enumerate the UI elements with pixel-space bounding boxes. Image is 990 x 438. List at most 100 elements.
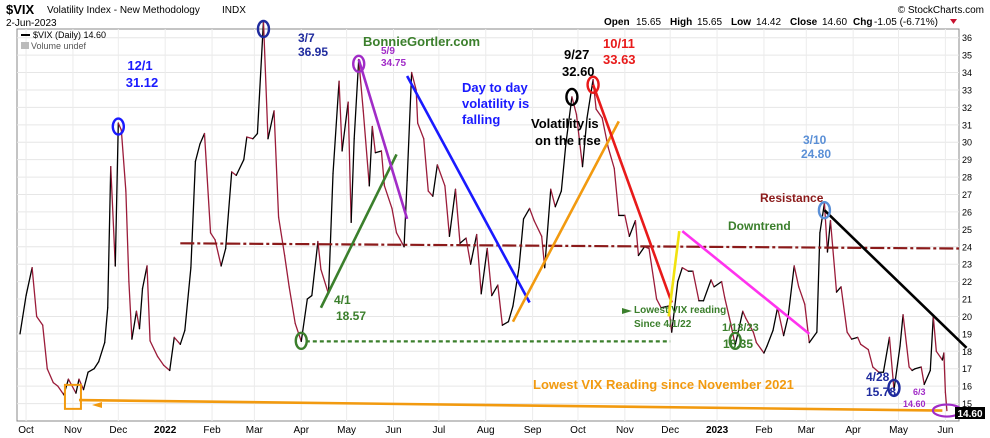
series-segment — [720, 280, 726, 298]
x-tick-label: Dec — [661, 425, 679, 436]
series-segment — [776, 307, 785, 337]
series-segment — [522, 207, 531, 220]
series-segment — [528, 207, 535, 222]
series-segment — [592, 78, 597, 110]
marker-nov-low — [63, 383, 82, 410]
series-segment — [317, 240, 322, 271]
series-segment — [203, 132, 212, 234]
label-1-13-value: 18.35 — [723, 337, 753, 351]
series-segment — [634, 219, 640, 257]
series-segment — [220, 247, 227, 267]
x-tick-label: Nov — [616, 425, 634, 436]
y-tick-label: 19 — [962, 329, 972, 339]
x-tick-label: Feb — [755, 425, 773, 436]
series-segment — [943, 352, 947, 393]
grid-lines — [17, 29, 959, 421]
series-segment — [114, 122, 119, 267]
series-segment — [723, 296, 732, 325]
series-segment — [341, 101, 349, 152]
label-10-11-value: 33.63 — [603, 52, 636, 67]
series-segment — [277, 216, 286, 257]
series-segment — [914, 366, 922, 370]
series-segment — [371, 125, 377, 154]
chart-name: Volatility Index - New Methodology — [47, 5, 200, 16]
series-segment — [782, 315, 789, 337]
low-label: Low — [731, 17, 751, 28]
series-segment — [432, 164, 438, 197]
series-segment — [710, 279, 715, 288]
marker-4-28 — [887, 378, 901, 398]
series-segment — [243, 136, 248, 161]
trend-line-resistance — [180, 242, 960, 250]
series-segment — [436, 164, 446, 187]
label-4-28-date: 4/28 — [866, 370, 890, 384]
series-segment — [82, 371, 89, 391]
series-segment — [110, 165, 116, 267]
series-segment — [655, 298, 662, 309]
legend-series-label: $VIX (Daily) 14.60 — [33, 30, 106, 40]
label-12-1-date: 12/1 — [127, 58, 152, 73]
label-3-7-date: 3/7 — [298, 31, 315, 45]
series-segment — [671, 280, 679, 333]
x-tick-label: 2023 — [706, 425, 729, 436]
y-tick-label: 22 — [962, 277, 972, 287]
y-tick-label: 27 — [962, 190, 972, 200]
series-segment — [252, 132, 259, 140]
y-tick-label: 24 — [962, 242, 972, 252]
series-segment — [117, 122, 122, 131]
series-segment — [840, 286, 848, 333]
series-segment — [763, 345, 768, 354]
series-segment — [395, 232, 405, 248]
series-segment — [327, 172, 334, 295]
label-downtrend: Downtrend — [728, 219, 791, 233]
series-segment — [681, 267, 689, 272]
label-vol-rise-1: Volatility is — [531, 116, 599, 131]
series-segment — [209, 232, 216, 241]
series-segment — [533, 219, 543, 237]
price-box-value: 14.60 — [957, 409, 982, 420]
y-tick-label: 25 — [962, 225, 972, 235]
label-3-10-value: 24.80 — [801, 147, 831, 161]
series-segment — [902, 314, 910, 368]
series-segment — [944, 391, 948, 412]
series-segment — [595, 108, 603, 119]
y-axis: 15 16 17 18 19 20 21 22 23 24 25 26 27 28 29 30 31 32 33 34… — [962, 33, 972, 409]
y-tick-label: 26 — [962, 207, 972, 217]
label-4-28-value: 15.78 — [866, 385, 896, 399]
series-segment — [908, 366, 913, 372]
chg-label: Chg — [853, 17, 872, 28]
series-segment — [850, 336, 859, 340]
x-tick-label: May — [337, 425, 356, 436]
open-label: Open — [604, 17, 630, 28]
series-segment — [300, 298, 308, 343]
label-10-11-date: 10/11 — [603, 36, 635, 51]
series-segment — [893, 345, 901, 391]
series-segment — [225, 171, 233, 250]
series-segment — [624, 214, 631, 237]
series-segment — [267, 110, 275, 140]
series-segment — [607, 146, 615, 170]
series-segment — [829, 219, 838, 293]
series-segment — [75, 378, 80, 394]
series-segment — [427, 190, 434, 197]
y-tick-label: 33 — [962, 85, 972, 95]
ohlc-readout: Open 15.65 High 15.65 Low 14.42 Close 14… — [604, 17, 957, 28]
label-9-27-value: 32.60 — [562, 64, 595, 79]
series-segment — [125, 190, 130, 283]
series-segment — [857, 336, 862, 345]
series-segment — [358, 58, 364, 112]
x-tick-label: Oct — [18, 425, 34, 436]
series-segment — [560, 143, 567, 192]
trend-line-red-fall — [591, 84, 673, 303]
series-segment — [752, 331, 758, 344]
y-tick-label: 36 — [962, 33, 972, 43]
x-tick-label: Apr — [845, 425, 861, 436]
marker-1-13 — [728, 331, 742, 351]
label-12-1-value: 31.12 — [126, 75, 159, 90]
series-segment — [231, 171, 237, 176]
y-tick-label: 18 — [962, 347, 972, 357]
series-segment — [935, 350, 944, 361]
series-segment — [391, 207, 398, 234]
series-segment — [190, 160, 197, 269]
